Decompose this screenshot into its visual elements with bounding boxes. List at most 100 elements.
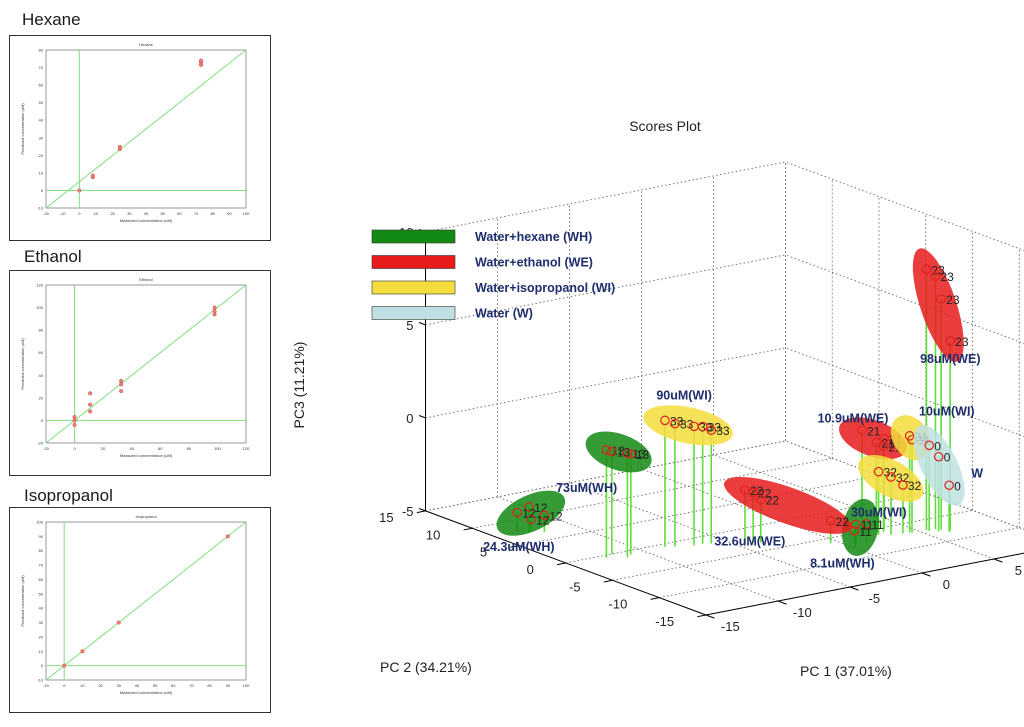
pc3-tick-label: 5 [406, 318, 413, 333]
mini-data-point [198, 58, 203, 63]
data-point-marker [873, 466, 884, 477]
pc3-tick-mark [418, 415, 426, 419]
mini-y-tick: 40 [39, 373, 44, 378]
data-point-label: 21 [881, 436, 895, 450]
mini-y-tick: 100 [36, 520, 43, 525]
cluster-ellipse [839, 417, 908, 460]
pc2-tick-mark [697, 614, 707, 618]
pc3-tick-mark [418, 508, 426, 512]
pc2-tick-label: 0 [527, 562, 534, 577]
data-point-label: 23 [940, 270, 954, 284]
legend-swatch [371, 306, 456, 320]
mini-data-point [72, 422, 77, 427]
mini-y-tick: 80 [39, 328, 44, 333]
mini-data-point [62, 663, 67, 668]
mini-y-tick: 70 [39, 65, 44, 70]
mini-x-tick: 100 [243, 211, 250, 216]
data-point-marker [706, 425, 717, 435]
data-point-label: 32 [896, 471, 910, 485]
mini-data-point [72, 418, 77, 423]
mini-x-tick: 10 [94, 211, 99, 216]
mini-x-tick: 80 [210, 211, 215, 216]
isopropanol-calibration-plot: Isopropanol Measured concentration (uM) Pr… [20, 514, 250, 695]
mini-x-tick: 0 [63, 683, 66, 688]
mini-chart-title: Isopropanol [136, 514, 157, 519]
data-point-marker [697, 421, 708, 432]
mini-data-point [77, 188, 82, 193]
mini-axes-box [45, 284, 247, 444]
data-point-marker [924, 440, 935, 451]
mini-y-tick: 20 [39, 153, 44, 158]
data-point-label: 33 [716, 424, 730, 438]
data-point-marker [526, 514, 536, 525]
mini-x-tick: -10 [60, 211, 67, 216]
cluster-ellipse [724, 476, 852, 534]
data-point-label: 12 [536, 513, 550, 527]
hexane-calibration-plot: Hexane Measured concentration (uM) Predict… [20, 42, 250, 223]
mini-x-tick: 20 [98, 683, 103, 688]
pc2-tick-label: 5 [480, 545, 487, 560]
data-point-label: 23 [955, 335, 969, 349]
legend-label: Water+hexane (WH) [475, 230, 592, 244]
data-point-marker [755, 494, 766, 505]
pc1-tick-mark [993, 558, 1003, 563]
mini-y-tick: 60 [39, 577, 44, 582]
cluster-annotation: 8.1uM(WH) [810, 556, 875, 570]
mini-data-point [212, 305, 217, 310]
data-point-marker [898, 480, 908, 490]
mini-axes-box [45, 49, 247, 209]
data-point-label: 23 [931, 263, 945, 277]
legend-label: Water+ethanol (WE) [475, 256, 593, 270]
ethanol-calibration-plot: Ethanol Measured concentration (uM) Predic… [20, 277, 250, 458]
mini-y-tick: 120 [36, 283, 43, 288]
legend-label: Water (W) [475, 307, 533, 321]
data-point-marker [930, 271, 941, 281]
mini-y-tick: 30 [39, 620, 44, 625]
pc2-tick-label: -10 [609, 597, 628, 612]
hexane-mini-chart: Hexane Measured concentration (uM) Predict… [9, 35, 271, 241]
pc1-axis-label: PC 1 (37.01%) [800, 663, 892, 679]
mini-y-tick: 80 [39, 48, 44, 53]
mini-y-tick: 50 [39, 591, 44, 596]
mini-y-tick: 60 [39, 350, 44, 355]
mini-y-tick: -10 [37, 678, 44, 683]
data-point-label: 23 [946, 293, 960, 307]
mini-y-tick: 40 [39, 118, 44, 123]
data-point-marker [861, 519, 872, 529]
data-point-marker [626, 449, 636, 459]
mini-fit-line [45, 49, 247, 209]
pc3-tick-label: 0 [406, 411, 413, 426]
mini-x-tick: 70 [189, 683, 194, 688]
data-point-label: 33 [670, 414, 684, 428]
data-point-marker [660, 415, 670, 426]
data-point-label: 12 [522, 507, 536, 521]
data-point-marker [921, 264, 932, 275]
mini-y-tick: 20 [39, 395, 44, 400]
data-point-label: 13 [636, 448, 650, 462]
mini-x-tick: 40 [135, 683, 140, 688]
mini-x-tick: 60 [177, 211, 182, 216]
data-point-marker [670, 418, 680, 429]
data-point-marker [871, 437, 882, 448]
cluster-annotation: 30uM(WI) [851, 505, 907, 519]
wall-grid-line [785, 440, 1024, 530]
mini-y-tick: -10 [37, 206, 44, 211]
mini-axes-box [45, 521, 247, 681]
mini-y-tick: 50 [39, 100, 44, 105]
mini-x-tick: 60 [158, 446, 163, 451]
mini-chart-title: Ethanol [139, 277, 153, 282]
data-point-label: 22 [836, 515, 850, 529]
pc1-tick-label: -5 [869, 591, 881, 606]
pc2-tick-label: -15 [655, 614, 674, 629]
mini-data-point [90, 173, 95, 178]
pc1-tick-mark [921, 572, 931, 577]
pc1-tick-mark [705, 614, 715, 619]
cluster-ellipse [643, 405, 733, 446]
mini-x-tick: 20 [110, 211, 115, 216]
data-point-label: 12 [549, 509, 563, 523]
mini-data-point [212, 308, 217, 313]
mini-x-tick: 30 [127, 211, 132, 216]
mini-data-point [119, 382, 124, 387]
mini-x-tick: 30 [117, 683, 122, 688]
mini-x-tick: 40 [129, 446, 134, 451]
